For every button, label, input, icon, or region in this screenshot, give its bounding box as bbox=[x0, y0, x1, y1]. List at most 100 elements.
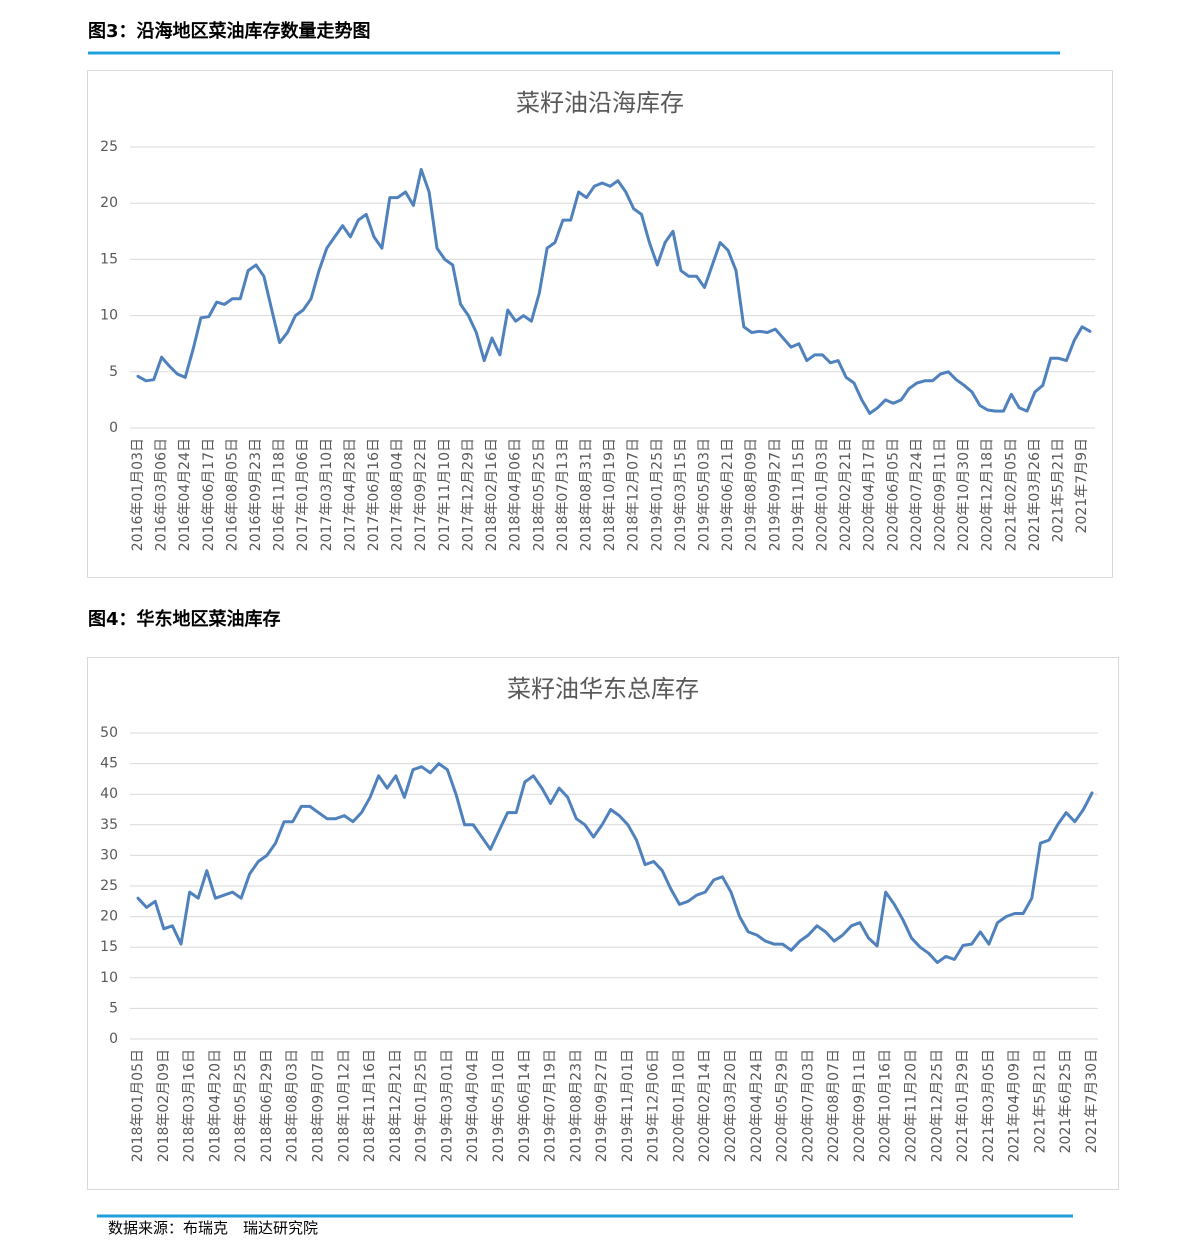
x-tick-label: 2018年08月31日 bbox=[578, 438, 594, 551]
x-tick-label: 2018年05月25日 bbox=[531, 438, 547, 551]
x-tick-label: 2021年6月25日 bbox=[1058, 1049, 1074, 1153]
x-tick-label: 2016年08月05日 bbox=[224, 438, 240, 551]
x-tick-label: 2019年08月23日 bbox=[568, 1049, 584, 1162]
x-tick-label: 2020年05月29日 bbox=[775, 1049, 791, 1162]
x-tick-label: 2020年04月17日 bbox=[862, 438, 878, 551]
x-tick-label: 2019年09月27日 bbox=[767, 438, 783, 551]
figure-heading: 图3：沿海地区菜油库存数量走势图 bbox=[88, 20, 371, 42]
x-tick-label: 2020年10月30日 bbox=[956, 438, 972, 551]
y-tick-label: 0 bbox=[109, 420, 118, 436]
y-tick-label: 25 bbox=[100, 139, 118, 155]
source-note: 数据来源：布瑞克 瑞达研究院 bbox=[108, 1219, 318, 1237]
y-tick-label: 15 bbox=[100, 939, 118, 955]
x-tick-label: 2018年10月12日 bbox=[336, 1049, 352, 1162]
x-tick-label: 2017年12月29日 bbox=[460, 438, 476, 551]
figure-heading: 图4：华东地区菜油库存 bbox=[88, 608, 281, 630]
x-tick-label: 2020年09月11日 bbox=[852, 1049, 868, 1162]
data-line bbox=[136, 762, 1094, 964]
x-tick-label: 2020年08月07日 bbox=[826, 1049, 842, 1162]
chart-title: 菜籽油沿海库存 bbox=[516, 89, 684, 117]
x-tick-label: 2019年01月25日 bbox=[649, 438, 665, 551]
x-tick-label: 2016年03月06日 bbox=[154, 438, 170, 551]
x-tick-label: 2019年03月15日 bbox=[673, 438, 689, 551]
y-tick-label: 15 bbox=[100, 251, 118, 267]
x-tick-label: 2020年06月05日 bbox=[885, 438, 901, 551]
x-tick-label: 2017年04月28日 bbox=[342, 438, 358, 551]
x-tick-label: 2018年06月29日 bbox=[259, 1049, 275, 1162]
chart-title: 菜籽油华东总库存 bbox=[507, 675, 699, 703]
y-tick-label: 5 bbox=[109, 1000, 118, 1016]
x-tick-label: 2018年07月13日 bbox=[555, 438, 571, 551]
x-tick-label: 2020年03月20日 bbox=[723, 1049, 739, 1162]
x-tick-label: 2018年09月07日 bbox=[310, 1049, 326, 1162]
x-tick-label: 2016年06月17日 bbox=[201, 438, 217, 551]
x-tick-label: 2021年5月21日 bbox=[1051, 438, 1067, 542]
x-tick-label: 2017年06月16日 bbox=[366, 438, 382, 551]
x-tick-label: 2020年01月03日 bbox=[814, 438, 830, 551]
x-tick-label: 2018年03月16日 bbox=[182, 1049, 198, 1162]
x-tick-label: 2017年08月04日 bbox=[390, 438, 406, 551]
y-tick-label: 45 bbox=[100, 756, 118, 772]
x-tick-label: 2019年08月09日 bbox=[744, 438, 760, 551]
x-tick-label: 2018年11月16日 bbox=[362, 1049, 378, 1162]
chart-frame bbox=[87, 657, 1119, 1190]
x-tick-label: 2018年04月06日 bbox=[508, 438, 524, 551]
y-tick-label: 20 bbox=[100, 909, 118, 925]
x-tick-label: 2020年11月20日 bbox=[904, 1049, 920, 1162]
x-tick-label: 2018年05月25日 bbox=[233, 1049, 249, 1162]
x-tick-label: 2018年08月03日 bbox=[285, 1049, 301, 1162]
x-tick-label: 2020年12月18日 bbox=[980, 438, 996, 551]
y-tick-label: 30 bbox=[100, 847, 118, 863]
x-tick-label: 2018年01月05日 bbox=[130, 1049, 146, 1162]
x-tick-label: 2018年02月16日 bbox=[484, 438, 500, 551]
x-tick-label: 2019年12月06日 bbox=[646, 1049, 662, 1162]
x-tick-label: 2019年11月01日 bbox=[620, 1049, 636, 1162]
x-tick-label: 2018年04月20日 bbox=[207, 1049, 223, 1162]
x-tick-label: 2020年01月10日 bbox=[671, 1049, 687, 1162]
x-tick-label: 2020年02月21日 bbox=[838, 438, 854, 551]
x-tick-label: 2017年09月22日 bbox=[413, 438, 429, 551]
x-tick-label: 2020年07月24日 bbox=[909, 438, 925, 551]
chart-frame bbox=[87, 70, 1113, 578]
x-tick-label: 2019年09月27日 bbox=[594, 1049, 610, 1162]
x-tick-label: 2016年11月18日 bbox=[272, 438, 288, 551]
x-tick-label: 2019年06月21日 bbox=[720, 438, 736, 551]
x-tick-label: 2019年04月04日 bbox=[465, 1049, 481, 1162]
x-tick-label: 2019年06月14日 bbox=[517, 1049, 533, 1162]
x-tick-label: 2018年02月09日 bbox=[156, 1049, 172, 1162]
x-tick-label: 2020年04月24日 bbox=[749, 1049, 765, 1162]
x-tick-label: 2017年01月06日 bbox=[295, 438, 311, 551]
x-tick-label: 2017年11月10日 bbox=[437, 438, 453, 551]
x-tick-label: 2019年11月15日 bbox=[791, 438, 807, 551]
x-tick-label: 2016年04月24日 bbox=[177, 438, 193, 551]
x-tick-label: 2018年12月07日 bbox=[626, 438, 642, 551]
x-tick-label: 2021年5月21日 bbox=[1032, 1049, 1048, 1153]
x-tick-label: 2020年12月25日 bbox=[929, 1049, 945, 1162]
data-line bbox=[136, 168, 1092, 415]
y-tick-label: 20 bbox=[100, 195, 118, 211]
x-tick-label: 2021年03月26日 bbox=[1027, 438, 1043, 551]
x-tick-label: 2019年01月25日 bbox=[414, 1049, 430, 1162]
x-tick-label: 2018年10月19日 bbox=[602, 438, 618, 551]
x-tick-label: 2018年12月21日 bbox=[388, 1049, 404, 1162]
x-tick-label: 2020年07月03日 bbox=[800, 1049, 816, 1162]
x-tick-label: 2021年7月9日 bbox=[1074, 438, 1090, 533]
y-tick-label: 10 bbox=[100, 970, 118, 986]
x-tick-label: 2020年02月14日 bbox=[697, 1049, 713, 1162]
x-tick-label: 2021年7月30日 bbox=[1084, 1049, 1100, 1153]
x-tick-label: 2017年03月10日 bbox=[319, 438, 335, 551]
x-tick-label: 2020年09月11日 bbox=[933, 438, 949, 551]
y-tick-label: 5 bbox=[109, 364, 118, 380]
x-tick-label: 2021年04月09日 bbox=[1007, 1049, 1023, 1162]
x-tick-label: 2021年01月29日 bbox=[955, 1049, 971, 1162]
y-tick-label: 0 bbox=[109, 1031, 118, 1047]
x-tick-label: 2016年01月03日 bbox=[130, 438, 146, 551]
x-tick-label: 2019年05月03日 bbox=[696, 438, 712, 551]
y-tick-label: 50 bbox=[100, 725, 118, 741]
y-tick-label: 35 bbox=[100, 817, 118, 833]
y-tick-label: 10 bbox=[100, 308, 118, 324]
x-tick-label: 2019年07月19日 bbox=[543, 1049, 559, 1162]
x-tick-label: 2019年03月01日 bbox=[439, 1049, 455, 1162]
x-tick-label: 2021年02月05日 bbox=[1003, 438, 1019, 551]
